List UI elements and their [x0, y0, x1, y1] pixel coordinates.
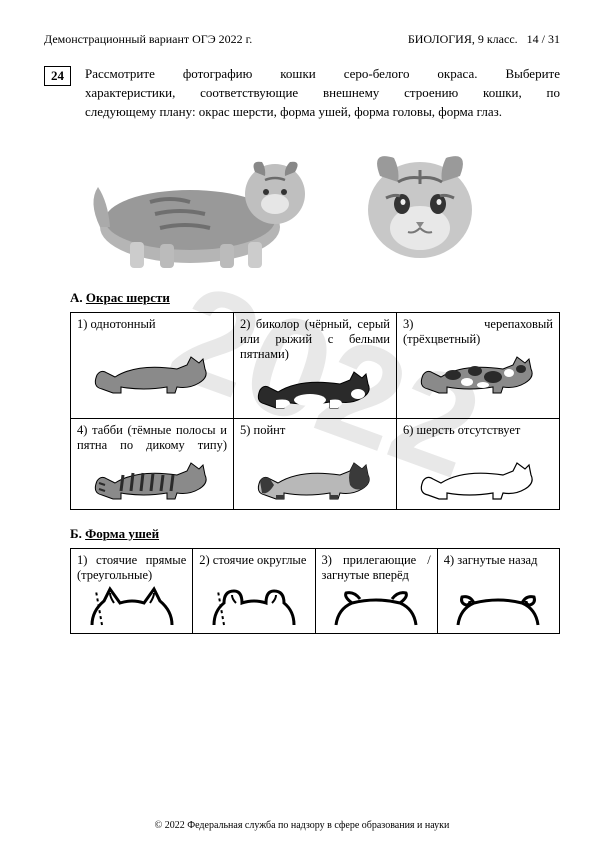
photo-row — [70, 132, 560, 272]
ear-options-table: 1) стоячие прямые (треугольные) 2) стояч… — [70, 548, 560, 634]
question-text: Рассмотрите фотографию кошки серо-белого… — [85, 65, 560, 122]
ear-cell-1: 1) стоячие прямые (треугольные) — [71, 548, 193, 633]
ear-cell-2: 2) стоячие округлые — [193, 548, 315, 633]
coat-cell-6: 6) шерсть отсутствует — [397, 418, 560, 509]
coat-cell-2: 2) биколор (чёрный, серый или рыжий с бе… — [234, 312, 397, 418]
coat-cell-1: 1) однотонный — [71, 312, 234, 418]
ear-curled-back-icon — [444, 585, 553, 631]
page-content: Демонстрационный вариант ОГЭ 2022 г. БИО… — [44, 32, 560, 634]
section-b-label: Б. Форма ушей — [70, 526, 560, 542]
header-left: Демонстрационный вариант ОГЭ 2022 г. — [44, 32, 252, 47]
question-number-box: 24 — [44, 66, 71, 86]
coat-solid-icon — [77, 349, 227, 401]
cat-head-photo — [350, 132, 490, 272]
coat-options-table: 1) однотонный 2) биколор (чёрный, серый … — [70, 312, 560, 510]
coat-hairless-icon — [403, 455, 553, 507]
coat-bicolor-icon — [240, 364, 390, 416]
question-row: 24 Рассмотрите фотографию кошки серо-бел… — [44, 65, 560, 122]
ear-pointed-icon — [77, 585, 186, 631]
coat-cell-3: 3) черепаховый (трёхцветный) — [397, 312, 560, 418]
ear-cell-4: 4) загнутые назад — [437, 548, 559, 633]
coat-cell-5: 5) пойнт — [234, 418, 397, 509]
cat-body-photo — [70, 132, 330, 272]
ear-rounded-icon — [199, 585, 308, 631]
coat-point-icon — [240, 455, 390, 507]
section-a-label: А. Окрас шерсти — [70, 290, 560, 306]
page-footer: © 2022 Федеральная служба по надзору в с… — [0, 820, 604, 831]
ear-folded-forward-icon — [322, 585, 431, 631]
header-right: БИОЛОГИЯ, 9 класс. 14 / 31 — [408, 32, 560, 47]
coat-tortoise-icon — [403, 349, 553, 401]
coat-cell-4: 4) табби (тёмные полосы и пятна по диком… — [71, 418, 234, 509]
coat-tabby-icon — [77, 455, 227, 507]
page-header: Демонстрационный вариант ОГЭ 2022 г. БИО… — [44, 32, 560, 47]
ear-cell-3: 3) прилегающие / загнутые вперёд — [315, 548, 437, 633]
